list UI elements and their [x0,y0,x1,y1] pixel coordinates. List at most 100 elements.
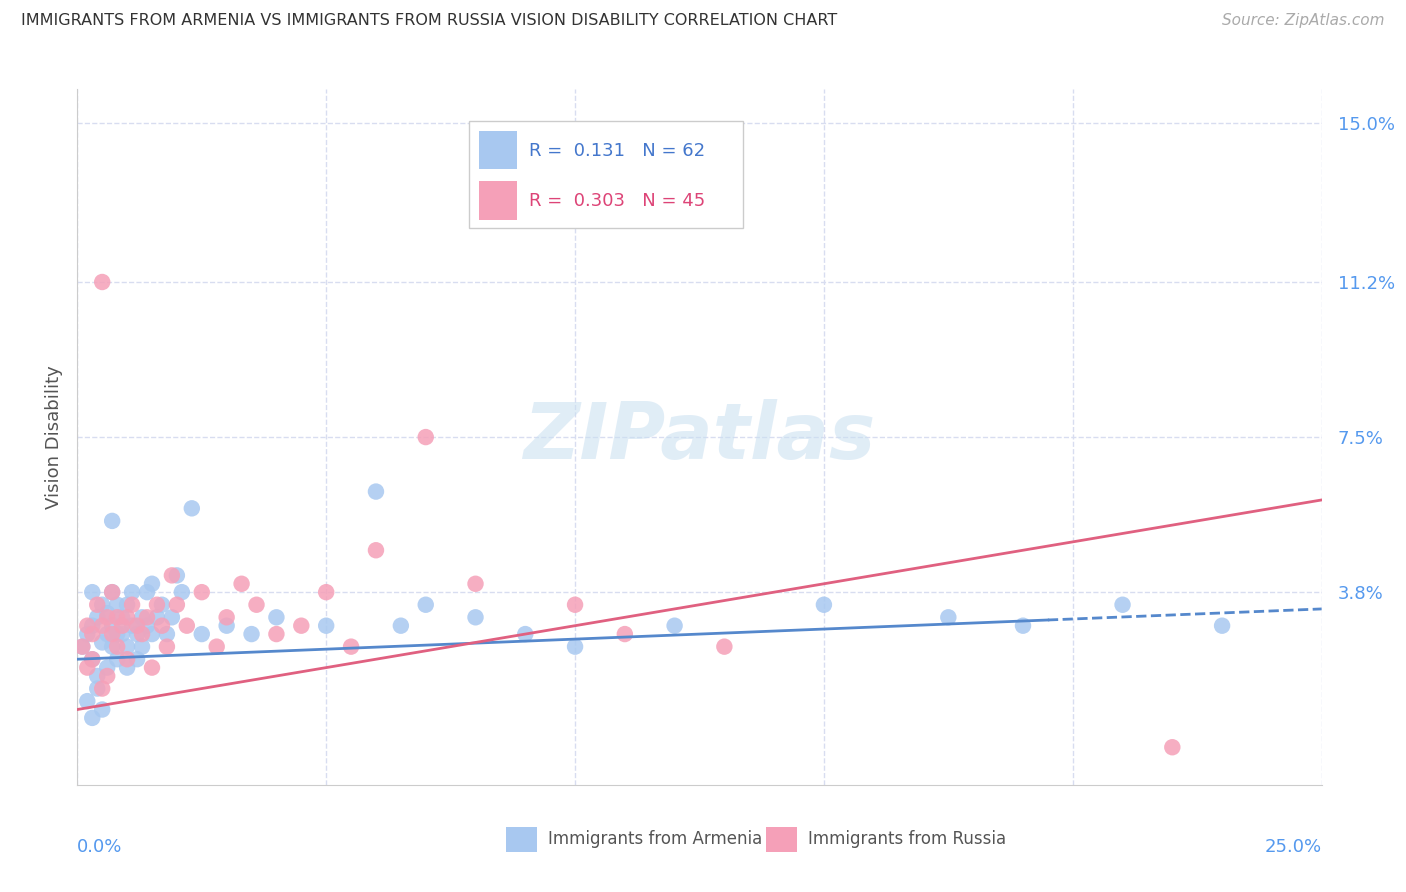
Point [86,610,108,624]
Point [150,618,173,632]
Point [564,640,586,654]
Point [613,627,636,641]
Point [105,610,128,624]
Point [82,627,104,641]
Point [191,627,214,641]
Point [105,640,128,654]
Point [150,598,173,612]
Point [115,640,138,654]
Point [141,660,163,674]
Point [76,660,98,674]
Point [166,598,188,612]
Point [125,652,148,666]
Point [340,640,363,654]
Point [415,598,437,612]
Point [813,598,835,612]
Point [266,610,288,624]
Point [105,598,128,612]
Point [364,484,387,499]
Point [101,618,124,632]
Text: Immigrants from Armenia: Immigrants from Armenia [548,830,762,848]
Point [1111,598,1133,612]
Point [115,652,138,666]
Text: R =  0.303   N = 45: R = 0.303 N = 45 [529,193,706,211]
FancyBboxPatch shape [479,131,516,169]
Point [215,610,238,624]
Point [96,610,118,624]
Y-axis label: Vision Disability: Vision Disability [45,365,63,509]
Point [96,627,118,641]
Point [170,585,193,599]
Point [91,702,114,716]
Point [121,598,143,612]
Point [111,610,134,624]
Point [115,610,138,624]
Point [205,640,228,654]
Point [131,640,153,654]
Point [96,606,118,620]
Point [115,598,138,612]
Point [101,627,124,641]
Point [101,640,124,654]
Text: 25.0%: 25.0% [1264,838,1322,856]
Point [713,640,735,654]
Point [215,618,238,632]
Point [464,576,486,591]
Point [131,627,153,641]
Point [91,681,114,696]
Point [564,598,586,612]
Point [136,585,159,599]
Text: ZIPatlas: ZIPatlas [523,399,876,475]
Point [82,711,104,725]
Text: Source: ZipAtlas.com: Source: ZipAtlas.com [1222,13,1385,29]
Point [240,627,263,641]
Point [389,618,412,632]
Point [156,640,179,654]
Point [82,652,104,666]
Point [101,585,124,599]
FancyBboxPatch shape [470,120,742,228]
Point [86,681,108,696]
Point [176,618,198,632]
Point [464,610,486,624]
Point [105,627,128,641]
Point [136,618,159,632]
Point [72,640,94,654]
Point [166,568,188,582]
Point [160,610,183,624]
Point [938,610,960,624]
Point [231,576,253,591]
Point [1012,618,1035,632]
Point [96,669,118,683]
Text: 0.0%: 0.0% [77,838,122,856]
Point [115,660,138,674]
Point [141,627,163,641]
Point [136,610,159,624]
Point [245,598,267,612]
Point [111,627,134,641]
Text: R =  0.131   N = 62: R = 0.131 N = 62 [529,142,706,160]
Point [146,598,169,612]
Point [315,585,337,599]
Point [131,610,153,624]
Point [91,618,114,632]
Point [76,627,98,641]
Point [82,652,104,666]
Point [86,669,108,683]
Point [96,660,118,674]
Point [146,610,169,624]
Point [156,627,179,641]
FancyBboxPatch shape [479,181,516,219]
Point [76,694,98,708]
Point [72,640,94,654]
Point [86,598,108,612]
Point [515,627,537,641]
Point [160,568,183,582]
Point [180,501,202,516]
Point [364,543,387,558]
Point [111,618,134,632]
Point [76,618,98,632]
Point [82,618,104,632]
Point [125,627,148,641]
Point [1211,618,1233,632]
